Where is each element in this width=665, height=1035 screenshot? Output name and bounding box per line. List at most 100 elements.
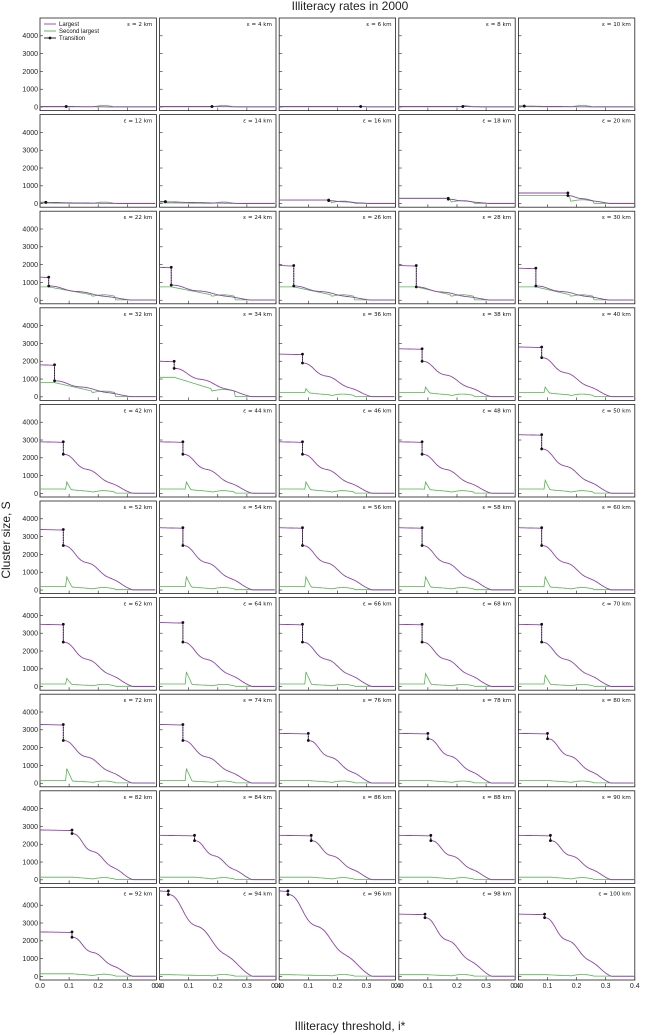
panel-eps-58: ε = 58 km xyxy=(398,500,516,594)
y-tick-label: 0 xyxy=(34,491,38,498)
y-tick-label: 0 xyxy=(34,781,38,788)
panel-eps-label: ε = 56 km xyxy=(363,505,392,511)
transition-point-top xyxy=(301,622,304,626)
panel-frame xyxy=(398,887,516,981)
series-largest xyxy=(398,913,515,977)
panel-eps-label: ε = 98 km xyxy=(482,891,511,897)
transition-point-bottom xyxy=(420,359,424,363)
series-largest xyxy=(279,441,395,494)
panel-frame xyxy=(159,114,277,208)
y-tick-label: 0 xyxy=(34,201,38,208)
panel-eps-90: ε = 90 km xyxy=(518,790,636,884)
transition-point-top xyxy=(543,912,546,916)
series-largest xyxy=(40,441,156,494)
transition-point-top xyxy=(181,621,185,624)
series-largest xyxy=(518,834,635,881)
panel-eps-label: ε = 70 km xyxy=(602,602,631,608)
panel-eps-label: ε = 28 km xyxy=(482,215,511,221)
panel-eps-label: ε = 50 km xyxy=(602,408,631,414)
y-tick-label: 4000 xyxy=(22,33,38,40)
transition-point-bottom xyxy=(426,737,430,741)
panel-eps-30: ε = 30 km xyxy=(518,210,636,305)
y-tick-label: 0 xyxy=(34,394,38,401)
panel-frame xyxy=(159,887,277,981)
transition-point-bottom xyxy=(181,640,185,644)
y-tick-label: 4000 xyxy=(22,420,38,427)
y-tick-label: 4000 xyxy=(22,130,38,137)
series-largest xyxy=(398,732,514,784)
panel-eps-label: ε = 74 km xyxy=(243,698,272,704)
transition-point-bottom xyxy=(309,839,313,843)
transition-point-bottom xyxy=(61,739,65,742)
legend-marker xyxy=(48,36,52,40)
transition-point-bottom xyxy=(301,361,304,365)
panel-eps-80: ε = 80 km xyxy=(518,693,636,788)
panel-eps-4: ε = 4 km xyxy=(159,17,277,111)
series-largest xyxy=(398,834,515,881)
panel-frame xyxy=(39,17,157,111)
panel-eps-label: ε = 66 km xyxy=(363,602,392,608)
panel-frame xyxy=(159,307,277,401)
panel-frame xyxy=(278,210,397,305)
transition-point-top xyxy=(70,828,74,832)
panel-eps-label: ε = 80 km xyxy=(602,698,631,704)
panel-eps-label: ε = 12 km xyxy=(124,119,153,125)
panel-eps-28: ε = 28 km xyxy=(398,210,516,305)
series-largest xyxy=(40,528,156,591)
panel-eps-label: ε = 54 km xyxy=(243,505,272,511)
panel-eps-76: ε = 76 km xyxy=(278,693,397,788)
series-largest xyxy=(159,360,276,398)
figure-title: Illiteracy rates in 2000 xyxy=(292,0,409,13)
panel-eps-label: ε = 84 km xyxy=(243,795,272,801)
y-tick-label: 4000 xyxy=(22,226,38,233)
panel-eps-12: 0 1000 2000 3000 4000 ε = 12 km xyxy=(22,114,157,208)
transition-point-top xyxy=(301,352,304,356)
series-largest xyxy=(279,623,395,687)
transition-point-bottom xyxy=(420,452,424,456)
series-largest xyxy=(518,434,634,494)
series-largest xyxy=(40,930,156,977)
x-tick-label: 0.0 xyxy=(155,983,165,990)
transition-point-bottom xyxy=(301,640,304,644)
x-tick-label: 0.2 xyxy=(93,983,103,990)
series-largest xyxy=(279,353,395,398)
panel-eps-14: ε = 14 km xyxy=(159,114,277,208)
panel-eps-label: ε = 6 km xyxy=(366,22,391,28)
panel-frame xyxy=(398,114,516,208)
transition-point-bottom xyxy=(181,544,185,547)
panel-eps-label: ε = 72 km xyxy=(124,698,153,704)
y-tick-label: 1000 xyxy=(22,87,38,94)
transition-point-bottom xyxy=(522,104,526,108)
panel-frame xyxy=(278,693,397,788)
transition-point-bottom xyxy=(420,544,424,547)
panel-frame xyxy=(398,693,516,788)
transition-point-top xyxy=(420,347,424,351)
panel-frame xyxy=(518,114,636,208)
transition-point-top xyxy=(181,526,185,530)
x-tick-label: 0.2 xyxy=(213,983,223,990)
panel-eps-label: ε = 26 km xyxy=(363,215,392,221)
panel-frame xyxy=(398,210,516,305)
transition-point-top xyxy=(193,833,196,837)
panel-eps-96: 0.0 0.1 0.2 0.3 0.4 ε = 96 km xyxy=(274,887,401,990)
transition-point-bottom xyxy=(172,366,176,370)
transition-point-bottom xyxy=(306,739,310,742)
legend-label: Largest xyxy=(59,22,79,28)
transition-point-top xyxy=(301,440,304,444)
panel-eps-36: ε = 36 km xyxy=(278,307,397,401)
y-tick-label: 3000 xyxy=(22,534,38,541)
panel-frame xyxy=(518,790,636,884)
y-tick-label: 2000 xyxy=(22,648,38,655)
panel-eps-78: ε = 78 km xyxy=(398,693,516,788)
y-tick-label: 2000 xyxy=(22,552,38,559)
panel-frame xyxy=(39,597,157,691)
series-largest xyxy=(279,890,395,977)
panel-eps-label: ε = 68 km xyxy=(482,602,511,608)
y-tick-label: 1000 xyxy=(22,763,38,770)
transition-point-top xyxy=(420,526,424,530)
panel-eps-label: ε = 52 km xyxy=(124,505,153,511)
panel-frame xyxy=(159,403,277,498)
transition-point-top xyxy=(301,526,304,530)
panel-frame xyxy=(278,790,397,884)
x-tick-label: 0.0 xyxy=(514,983,524,990)
